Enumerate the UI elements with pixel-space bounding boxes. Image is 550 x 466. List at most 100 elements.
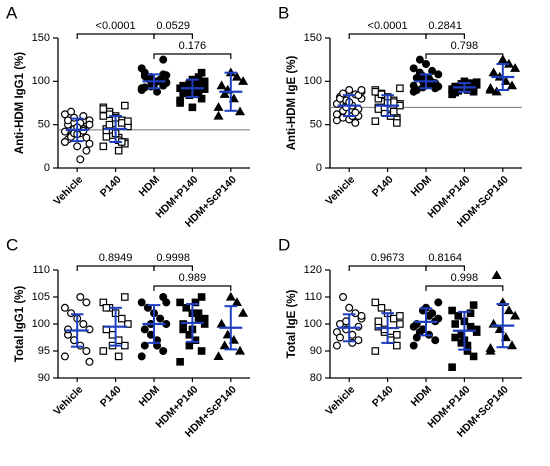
data-point (99, 142, 108, 151)
y-tick-label: 0 (44, 162, 50, 174)
y-tick-label: 100 (304, 318, 322, 330)
data-point (451, 88, 459, 97)
data-point (117, 119, 126, 127)
comparison-bracket (76, 33, 155, 39)
data-point (451, 320, 459, 328)
y-axis-label: Total IgG1 (%) (14, 286, 26, 363)
data-point (238, 307, 249, 317)
data-point (469, 352, 478, 361)
data-point (351, 108, 360, 117)
data-point (494, 324, 505, 333)
data-point (140, 341, 149, 350)
data-point (448, 363, 456, 372)
data-point (506, 340, 518, 350)
data-point (67, 107, 76, 116)
comparison-bracket (425, 53, 504, 59)
data-point (488, 67, 499, 77)
data-point (472, 78, 481, 87)
y-tick-label: 95 (38, 345, 50, 357)
data-point (377, 304, 386, 312)
y-axis-label: Anti-HDM IgG1 (%) (14, 52, 26, 154)
data-point (216, 318, 227, 328)
y-tick-label: 100 (32, 75, 50, 87)
data-point (76, 155, 85, 164)
p-value: 0.0529 (156, 20, 190, 32)
data-point (389, 98, 398, 106)
panel-label: B (278, 3, 289, 22)
data-point (159, 55, 168, 64)
data-point (121, 101, 129, 110)
x-tick-label: HDM (137, 173, 163, 199)
comparison-bracket (153, 33, 193, 39)
data-point (216, 80, 227, 90)
data-point (219, 340, 230, 350)
data-point (191, 298, 200, 307)
comparison-bracket (153, 265, 193, 271)
data-point (121, 341, 129, 350)
x-tick-label: Vehicle (323, 383, 357, 417)
data-point (137, 352, 146, 361)
data-point (451, 333, 459, 342)
data-point (466, 322, 475, 331)
data-point (409, 322, 418, 331)
data-point (114, 146, 123, 155)
comparison-bracket (76, 265, 155, 271)
data-point (409, 341, 418, 350)
data-point (357, 85, 366, 94)
data-point (176, 358, 184, 366)
y-axis-label: Anti-HDM IgE (%) (286, 56, 298, 151)
p-value: 0.176 (179, 40, 207, 52)
data-point (345, 85, 354, 94)
data-point (485, 343, 496, 352)
p-value: 0.998 (451, 272, 479, 284)
x-tick-label: P140 (98, 383, 124, 409)
data-point (194, 309, 203, 318)
comparison-bracket (153, 53, 232, 59)
data-point (219, 89, 230, 98)
data-point (506, 80, 518, 90)
data-point (117, 314, 126, 323)
data-point (222, 329, 233, 339)
comparison-bracket (348, 265, 427, 271)
p-value: 0.9998 (156, 252, 190, 264)
data-point (351, 118, 360, 127)
data-point (102, 304, 111, 312)
data-point (60, 303, 69, 312)
y-axis-label: Total IgE (%) (286, 289, 298, 358)
data-point (422, 59, 431, 68)
data-point (156, 314, 165, 323)
data-point (510, 310, 521, 320)
data-point (434, 70, 443, 79)
data-point (431, 336, 440, 345)
data-point (339, 293, 348, 302)
comparison-bracket (153, 285, 232, 291)
data-point (188, 103, 197, 112)
data-point (185, 341, 194, 350)
data-point (85, 139, 94, 148)
data-point (60, 352, 69, 361)
x-tick-label: Vehicle (51, 383, 85, 417)
data-point (374, 317, 383, 326)
panel-label: C (6, 235, 18, 254)
data-point (197, 68, 206, 77)
data-point (485, 83, 496, 92)
data-point (137, 298, 146, 307)
y-tick-label: 100 (304, 75, 322, 87)
panel-label: A (6, 3, 18, 22)
y-tick-label: 0 (316, 162, 322, 174)
y-tick-label: 105 (32, 291, 50, 303)
data-point (335, 333, 344, 342)
data-point (510, 63, 521, 72)
data-point (176, 96, 184, 105)
data-point (114, 352, 123, 361)
comparison-bracket (425, 265, 465, 271)
data-point (176, 298, 184, 307)
y-tick-label: 80 (310, 372, 322, 384)
data-point (79, 320, 88, 329)
x-tick-label: P140 (370, 383, 396, 409)
comparison-bracket (425, 33, 465, 39)
data-point (434, 298, 443, 307)
data-point (500, 76, 511, 85)
data-point (371, 117, 380, 126)
data-point (213, 351, 224, 360)
